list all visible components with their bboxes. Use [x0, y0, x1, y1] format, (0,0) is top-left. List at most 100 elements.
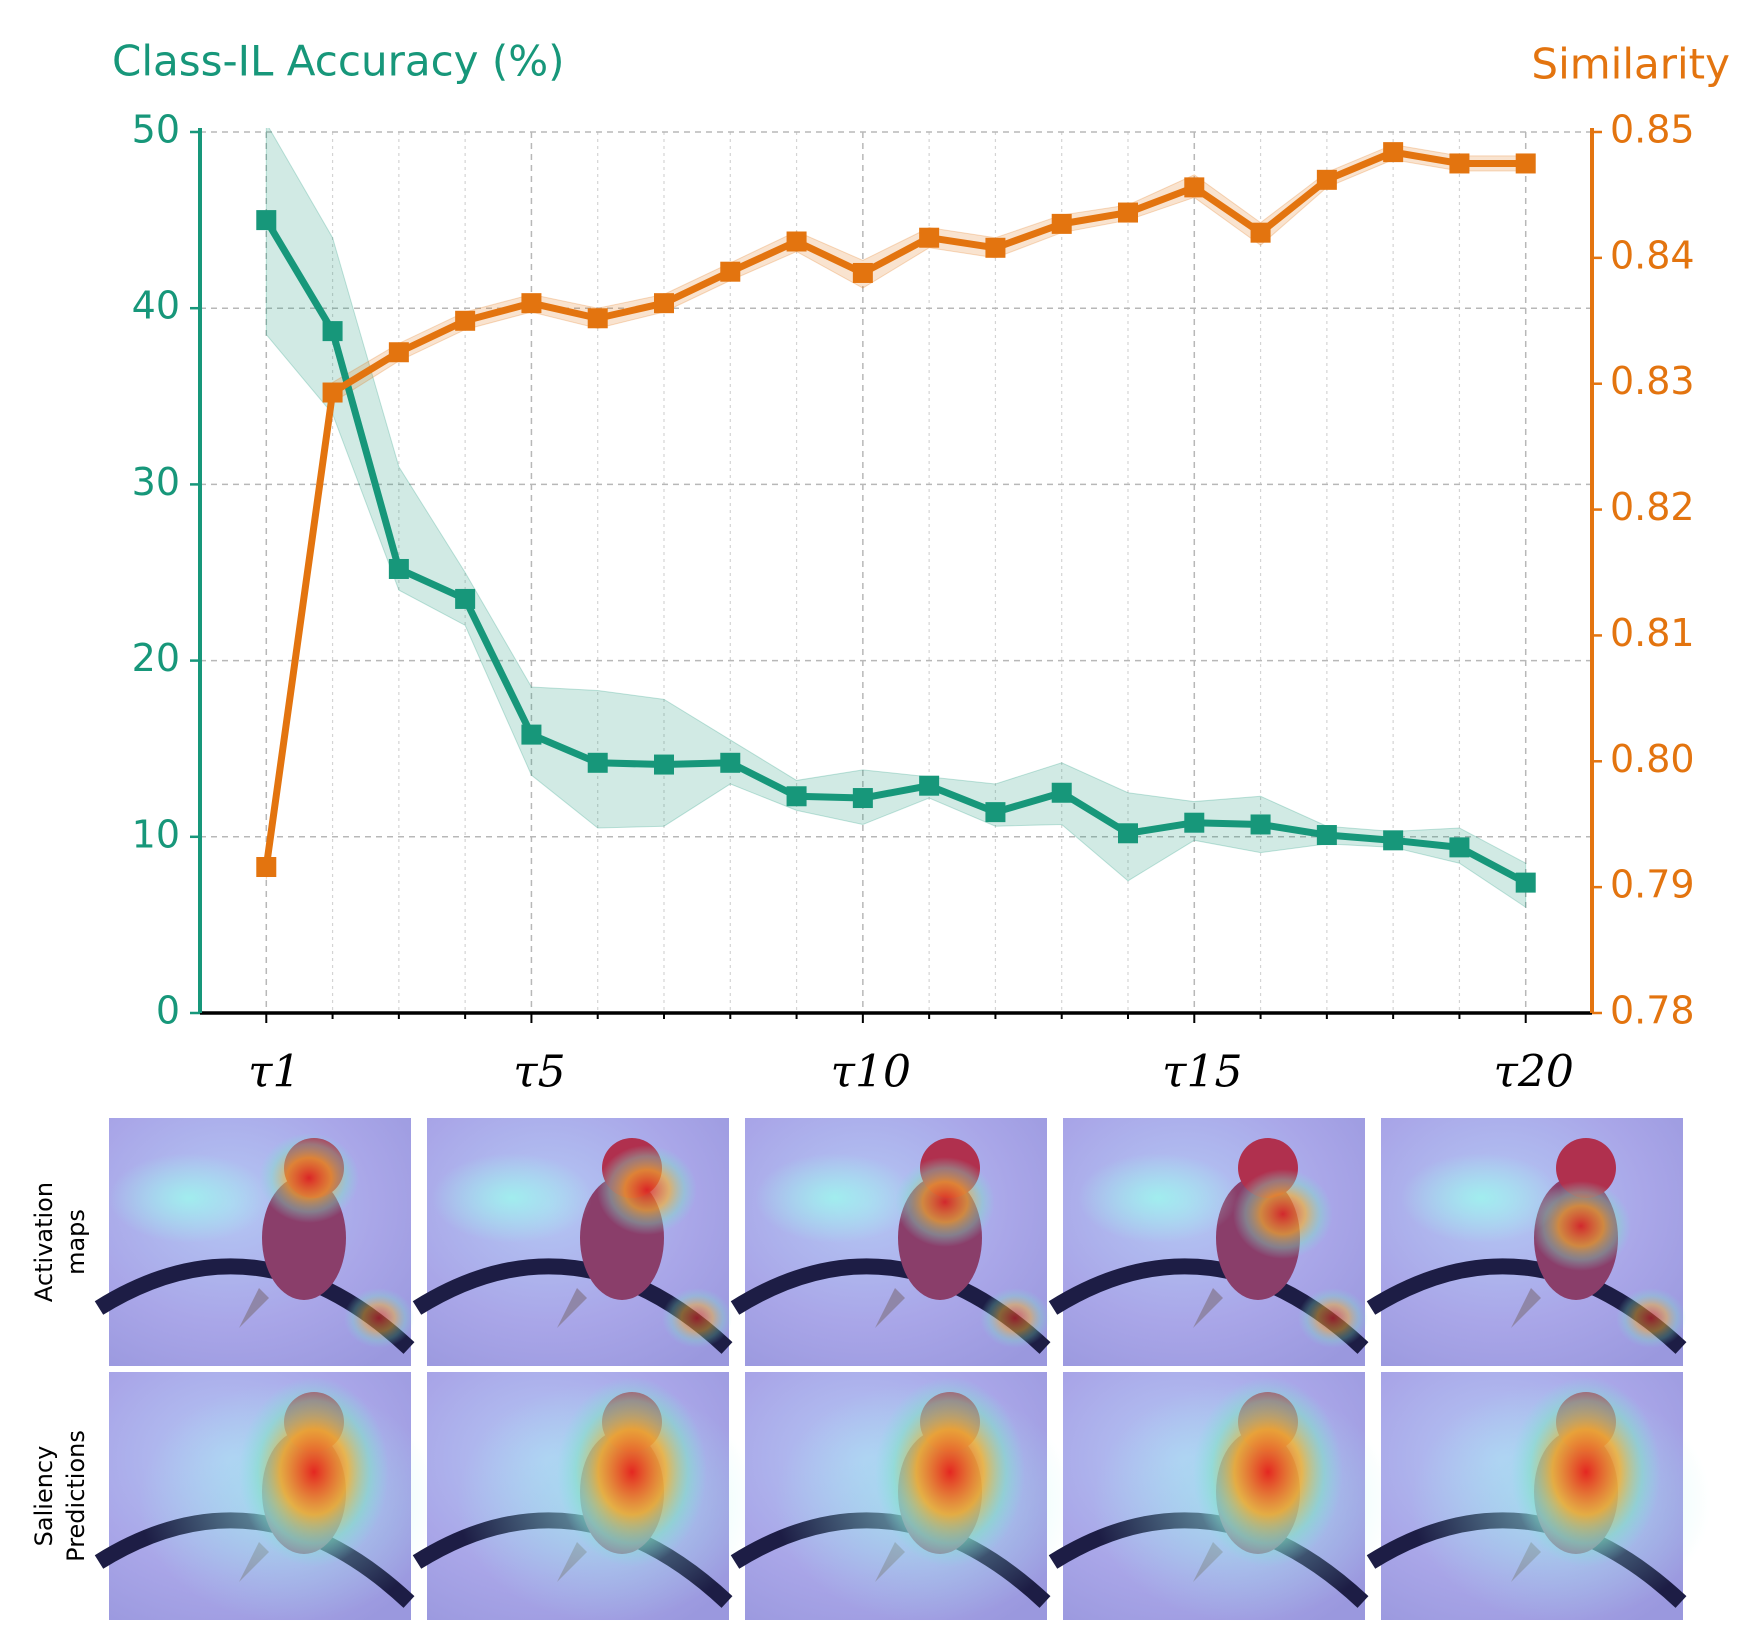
hot-region [980, 1288, 1050, 1348]
marker [985, 237, 1006, 258]
x-tick-label: τ10 [831, 1047, 911, 1098]
marker [1316, 169, 1337, 190]
marker [1118, 202, 1138, 223]
marker [256, 210, 277, 231]
marker [521, 724, 542, 745]
error-band [265, 128, 1527, 909]
y2-tick-label: 0.82 [1610, 485, 1695, 529]
y-tick-label: 40 [132, 284, 180, 328]
y-tick-label: 10 [132, 812, 180, 856]
x-tick-label: τ5 [513, 1047, 565, 1098]
marker [1051, 782, 1072, 803]
row-label: Saliency [30, 1446, 58, 1547]
marker [786, 786, 807, 807]
heatmap-image [99, 1118, 414, 1366]
cold-region [109, 1153, 269, 1243]
hot-region [895, 1157, 995, 1247]
marker [1118, 823, 1138, 844]
row-label: maps [62, 1209, 90, 1275]
y2-tick-label: 0.81 [1610, 611, 1695, 655]
heatmap-image [735, 1372, 1075, 1622]
hot-region [344, 1288, 414, 1348]
hot-region [239, 1377, 389, 1567]
marker [1449, 153, 1470, 174]
series-line [262, 148, 1526, 868]
hot-region [1531, 1181, 1631, 1271]
series-line [263, 218, 1528, 886]
heatmap-image [1371, 1118, 1686, 1366]
hot-region [259, 1133, 359, 1223]
row-label: Predictions [62, 1430, 90, 1562]
marker [455, 588, 476, 609]
marker [587, 308, 608, 329]
marker [985, 802, 1006, 823]
heatmap-image [1053, 1372, 1393, 1622]
marker [388, 342, 409, 363]
y2-tick-label: 0.78 [1610, 989, 1695, 1033]
marker [1184, 812, 1205, 833]
marker [852, 262, 873, 283]
marker [1051, 213, 1072, 234]
heatmap-image [1053, 1118, 1368, 1366]
marker [720, 752, 741, 773]
y2-tick-label: 0.85 [1610, 108, 1695, 152]
hot-region [597, 1145, 697, 1235]
x-tick-label: τ15 [1162, 1047, 1242, 1098]
marker [388, 558, 409, 579]
hot-region [557, 1377, 707, 1567]
cold-region [432, 1153, 592, 1243]
marker [587, 752, 608, 773]
hot-region [662, 1288, 732, 1348]
marker [1383, 830, 1404, 851]
marker [1515, 153, 1536, 174]
marker [322, 382, 343, 403]
y-tick-label: 0 [156, 989, 180, 1033]
heatmap-image [735, 1118, 1050, 1366]
y2-tick-label: 0.80 [1610, 737, 1695, 781]
cold-region [755, 1153, 915, 1243]
heatmap-image [99, 1372, 439, 1622]
marker [1250, 222, 1271, 243]
left-axis-title: Class-IL Accuracy (%) [112, 37, 565, 86]
y2-tick-label: 0.84 [1610, 233, 1695, 277]
marker [919, 227, 940, 248]
right-axis-title: Similarity [1531, 40, 1730, 89]
x-tick-label: τ20 [1494, 1047, 1574, 1098]
marker [852, 788, 873, 809]
y2-tick-label: 0.83 [1610, 359, 1695, 403]
marker [256, 857, 277, 878]
marker [1449, 837, 1470, 858]
hot-region [875, 1377, 1025, 1567]
heatmap-image [417, 1118, 732, 1366]
marker [1316, 825, 1337, 846]
hot-region [1616, 1288, 1686, 1348]
marker [455, 310, 476, 331]
x-tick-label: τ1 [248, 1047, 300, 1098]
cold-region [1401, 1153, 1561, 1243]
marker [919, 775, 940, 796]
marker [1184, 177, 1205, 198]
marker [1250, 814, 1271, 835]
y2-tick-label: 0.79 [1610, 863, 1695, 907]
marker [654, 754, 674, 775]
image-grid: Activation maps Saliency Predictions [30, 1118, 1711, 1622]
marker [521, 293, 542, 314]
marker [322, 321, 343, 342]
hot-region [1193, 1377, 1343, 1567]
marker [1383, 142, 1404, 163]
cold-region [1078, 1153, 1238, 1243]
row-label: Activation [30, 1182, 58, 1302]
y-tick-label: 50 [132, 108, 180, 152]
plot-area [256, 128, 1536, 909]
y-tick-label: 20 [132, 636, 180, 680]
hot-region [1298, 1288, 1368, 1348]
heatmap-image [1371, 1372, 1711, 1622]
marker [1515, 872, 1536, 893]
y-tick-label: 30 [132, 460, 180, 504]
marker [720, 261, 741, 282]
heatmap-image [417, 1372, 757, 1622]
hot-region [1233, 1169, 1333, 1259]
marker [786, 231, 807, 252]
marker [654, 293, 674, 314]
